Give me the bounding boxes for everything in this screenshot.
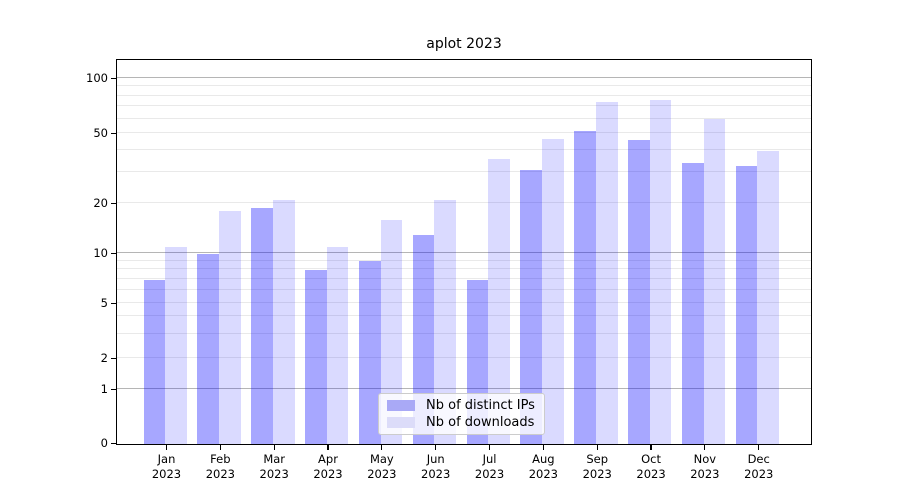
gridline-major-10: [117, 252, 811, 253]
y-tick-label-20: 20: [93, 195, 108, 210]
x-tick-jul: [488, 445, 491, 450]
gridline-minor-4: [117, 315, 811, 317]
bar-distinct-ips-mar: [251, 207, 273, 444]
bar-distinct-ips-feb: [197, 253, 220, 444]
bar-downloads-feb: [219, 211, 241, 444]
bar-downloads-sep: [595, 101, 618, 444]
x-tick-aug: [542, 445, 544, 450]
bar-distinct-ips-sep: [574, 130, 596, 444]
legend: Nb of distinct IPs Nb of downloads: [378, 393, 545, 435]
x-tick-label-mar: Mar 2023: [259, 452, 289, 481]
y-tick-label-0: 0: [100, 436, 108, 450]
bar-downloads-dec: [757, 150, 780, 444]
y-tick-label-50: 50: [93, 125, 108, 140]
x-tick-label-jun: Jun 2023: [421, 452, 451, 481]
y-tick-100: [111, 77, 116, 79]
bar-downloads-mar: [272, 200, 295, 444]
x-tick-nov: [704, 445, 706, 450]
x-tick-label-jul: Jul 2023: [474, 452, 505, 481]
x-tick-jun: [435, 445, 437, 450]
x-tick-label-aug: Aug 2023: [528, 452, 558, 481]
y-tick-50: [111, 132, 116, 134]
gridline-minor-90: [117, 85, 811, 87]
x-tick-sep: [596, 445, 598, 450]
gridline-minor-30: [117, 171, 811, 173]
gridline-minor-60: [117, 117, 811, 119]
bar-downloads-jul: [488, 158, 510, 444]
y-tick-label-10: 10: [93, 245, 108, 260]
gridline-minor-40: [117, 149, 811, 151]
x-tick-mar: [273, 445, 275, 450]
x-tick-jan: [165, 445, 168, 450]
gridline-minor-50: [117, 132, 811, 133]
x-tick-label-oct: Oct 2023: [636, 452, 666, 481]
bar-downloads-jan: [165, 246, 187, 444]
gridline-minor-7: [117, 277, 811, 279]
legend-label-distinct-ips: Nb of distinct IPs: [426, 397, 535, 413]
legend-row-distinct-ips: Nb of distinct IPs: [387, 397, 536, 413]
bar-distinct-ips-may: [358, 261, 381, 444]
x-tick-label-nov: Nov 2023: [690, 452, 720, 481]
y-tick-label-1: 1: [100, 382, 108, 396]
x-tick-oct: [650, 445, 652, 450]
gridline-minor-5: [117, 302, 811, 303]
bar-distinct-ips-jun: [412, 234, 435, 444]
x-tick-may: [381, 445, 383, 450]
chart-title: aplot 2023: [426, 36, 502, 52]
gridline-major-1: [117, 388, 811, 390]
legend-swatch-downloads: [387, 417, 415, 428]
gridline-minor-3: [117, 332, 811, 334]
x-tick-label-may: May 2023: [367, 452, 397, 481]
bar-downloads-may: [380, 219, 403, 444]
bar-downloads-aug: [542, 138, 564, 444]
x-tick-label-apr: Apr 2023: [313, 452, 343, 481]
bar-downloads-jun: [434, 200, 457, 444]
legend-swatch-distinct-ips: [387, 400, 415, 411]
y-tick-2: [111, 357, 116, 360]
bar-distinct-ips-apr: [305, 269, 327, 444]
bar-distinct-ips-nov: [681, 163, 704, 444]
x-tick-label-sep: Sep 2023: [582, 452, 612, 481]
y-tick-20: [111, 202, 116, 204]
bar-distinct-ips-jan: [143, 279, 166, 444]
gridline-minor-8: [117, 268, 811, 270]
x-tick-dec: [758, 445, 760, 450]
y-tick-1: [111, 388, 116, 391]
gridline-major-100: [117, 77, 811, 78]
gridline-minor-70: [117, 105, 811, 107]
bar-downloads-nov: [703, 119, 726, 444]
bar-distinct-ips-oct: [628, 140, 650, 444]
x-tick-feb: [219, 445, 221, 450]
y-tick-5: [111, 302, 116, 304]
legend-label-downloads: Nb of downloads: [426, 414, 535, 430]
gridline-minor-80: [117, 94, 811, 96]
gridline-minor-20: [117, 202, 811, 203]
y-tick-label-5: 5: [100, 295, 108, 310]
x-tick-apr: [327, 445, 329, 450]
plot-area: [116, 59, 812, 445]
bar-distinct-ips-aug: [520, 170, 543, 444]
bar-downloads-apr: [326, 246, 349, 444]
gridline-minor-2: [117, 357, 811, 359]
bar-distinct-ips-dec: [735, 165, 758, 444]
y-tick-10: [111, 252, 116, 254]
bar-downloads-oct: [649, 99, 672, 444]
y-tick-label-2: 2: [100, 351, 108, 365]
y-tick-0: [111, 442, 116, 445]
legend-row-downloads: Nb of downloads: [387, 414, 536, 430]
gridline-minor-9: [117, 259, 811, 261]
x-tick-label-dec: Dec 2023: [744, 452, 774, 481]
x-tick-label-jan: Jan 2023: [151, 452, 182, 481]
x-tick-label-feb: Feb 2023: [205, 452, 235, 481]
y-tick-label-100: 100: [86, 70, 108, 85]
gridline-minor-6: [117, 288, 811, 290]
